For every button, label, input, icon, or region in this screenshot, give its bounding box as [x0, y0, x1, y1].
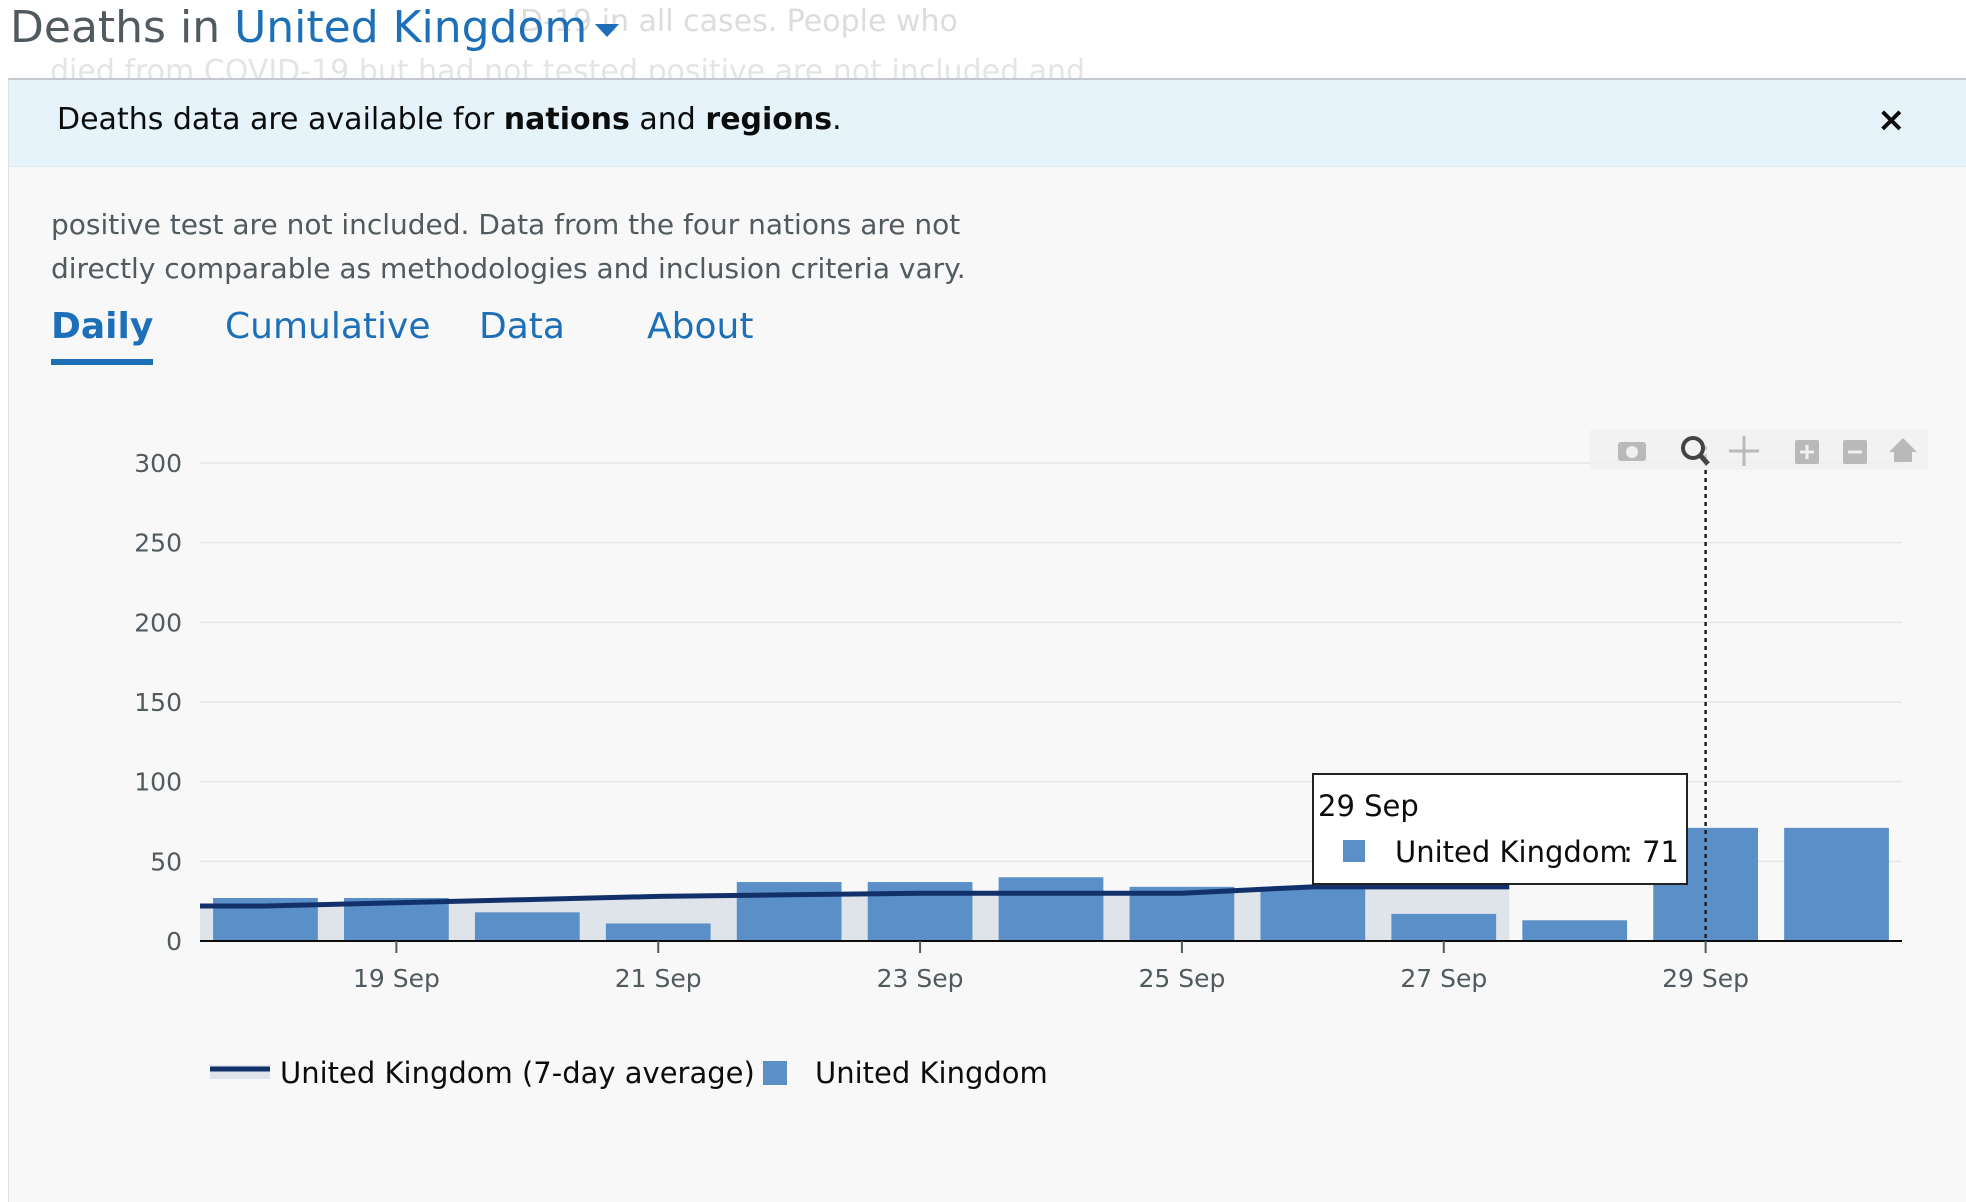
- chart-card: Deaths data are available for nations an…: [8, 78, 1966, 1202]
- banner-text-end: .: [832, 102, 842, 137]
- bar[interactable]: [998, 877, 1104, 941]
- bar[interactable]: [1129, 886, 1235, 941]
- location-selector[interactable]: United Kingdom: [234, 2, 620, 53]
- tab-daily[interactable]: Daily: [51, 306, 154, 365]
- bar[interactable]: [1784, 827, 1889, 941]
- banner-text-start: Deaths data are available for: [57, 102, 495, 137]
- y-tick-label: 0: [166, 927, 182, 956]
- bar[interactable]: [1391, 913, 1497, 941]
- tab-cumulative[interactable]: Cumulative: [225, 306, 431, 347]
- close-icon[interactable]: ×: [1877, 100, 1906, 140]
- camera-lens: [1626, 446, 1638, 458]
- bar[interactable]: [1260, 886, 1366, 941]
- zoom-handle: [1698, 453, 1710, 466]
- bar[interactable]: [605, 923, 711, 941]
- bar[interactable]: [1522, 920, 1628, 941]
- page-title: Deaths in United Kingdom: [10, 2, 620, 53]
- legend-label-average[interactable]: United Kingdom (7-day average): [280, 1056, 755, 1090]
- y-tick-label: 100: [134, 768, 182, 797]
- x-tick-label: 19 Sep: [353, 964, 440, 993]
- x-tick-label: 29 Sep: [1662, 964, 1749, 993]
- average-line: [200, 884, 1510, 909]
- tooltip-series: United Kingdom: [1395, 835, 1628, 869]
- y-tick-label: 50: [150, 847, 182, 876]
- location-label: United Kingdom: [234, 2, 588, 53]
- banner-text: Deaths data are available for nations an…: [57, 102, 842, 137]
- home-icon[interactable]: [1889, 438, 1917, 462]
- info-banner: Deaths data are available for nations an…: [9, 80, 1966, 167]
- zoom-icon[interactable]: [1681, 436, 1705, 460]
- x-tick-label: 21 Sep: [615, 964, 702, 993]
- description-line-1: positive test are not included. Data fro…: [51, 208, 961, 241]
- banner-link-regions[interactable]: regions: [705, 102, 833, 137]
- y-tick-label: 300: [134, 449, 182, 478]
- title-prefix: Deaths in: [10, 2, 221, 53]
- y-tick-label: 200: [134, 608, 182, 637]
- zoom-in-plus: [1800, 445, 1814, 459]
- bar[interactable]: [736, 882, 842, 941]
- tooltip-date: 29 Sep: [1318, 789, 1419, 823]
- legend-bar-swatch: [763, 1061, 787, 1085]
- x-tick-label: 27 Sep: [1400, 964, 1487, 993]
- y-tick-label: 250: [134, 529, 182, 558]
- banner-link-nations[interactable]: nations: [503, 102, 630, 137]
- caret-down-icon: [595, 23, 620, 37]
- tab-about[interactable]: About: [647, 306, 754, 347]
- legend-label-daily[interactable]: United Kingdom: [815, 1056, 1048, 1090]
- x-tick-label: 25 Sep: [1138, 964, 1225, 993]
- bar[interactable]: [474, 912, 580, 941]
- tooltip-box: [1312, 773, 1688, 885]
- y-tick-label: 150: [134, 688, 182, 717]
- banner-text-mid: and: [639, 102, 696, 137]
- x-tick-label: 23 Sep: [877, 964, 964, 993]
- description-line-2: directly comparable as methodologies and…: [51, 252, 966, 285]
- pan-icon[interactable]: [1729, 436, 1759, 466]
- background-text-snippet: D-19 in all cases. People who: [520, 4, 958, 39]
- tooltip-value: : 71: [1623, 835, 1679, 869]
- tooltip-swatch: [1343, 840, 1365, 862]
- tab-data[interactable]: Data: [479, 306, 565, 347]
- page-header: D-19 in all cases. People who died from …: [0, 0, 1966, 78]
- background-text-snippet-2: died from COVID-19 but had not tested po…: [50, 54, 1086, 78]
